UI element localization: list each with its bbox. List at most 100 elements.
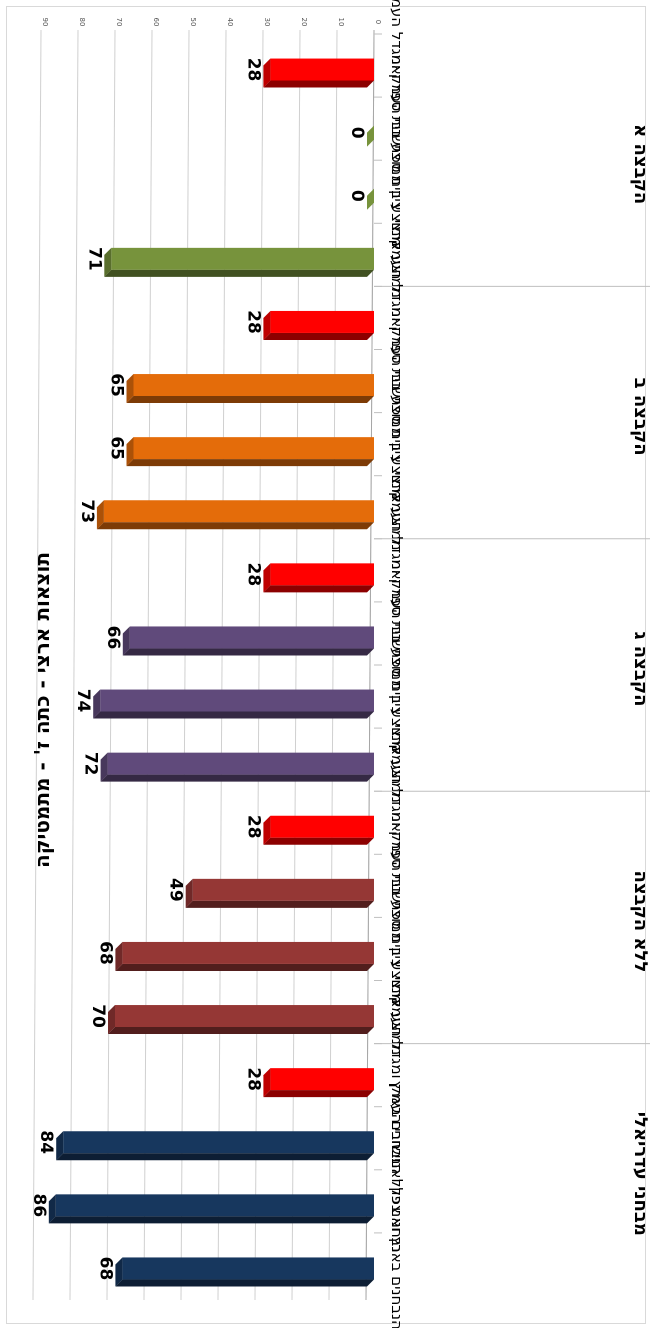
bar xyxy=(103,500,375,523)
group-label: מבחני עדריאלי xyxy=(630,1112,651,1236)
bar-side xyxy=(263,332,374,340)
x-tick-label: 70 xyxy=(115,18,123,27)
data-label: 28 xyxy=(243,58,263,82)
chart-title-text: תוצאות ארצי - כתה ז' - מתמטיקה xyxy=(30,551,54,868)
bar xyxy=(111,247,375,270)
data-label: 71 xyxy=(84,247,104,271)
data-label: 68 xyxy=(95,1257,115,1281)
bar-end xyxy=(263,1068,271,1098)
category-label: נבחני צפון ואנו xyxy=(388,1158,406,1252)
data-label: 28 xyxy=(243,1067,263,1091)
bar-side xyxy=(104,269,375,277)
chart-frame xyxy=(6,6,646,1324)
bar-side xyxy=(126,459,374,467)
bar-end xyxy=(93,689,101,719)
category-label: ציון ממוצע בית ספר ואנו xyxy=(388,559,406,715)
category-label: יישובי העמק ומגדל העמק xyxy=(388,744,406,909)
category-label: יישובי העמק ומגדל העמק xyxy=(388,239,406,404)
category-label: ממוצע ארצי xyxy=(388,725,406,803)
data-label: 28 xyxy=(243,563,263,587)
category-label: הנבחנים בארץ ואנו xyxy=(388,1207,406,1328)
category-label: ממוצע בית ספר xyxy=(388,397,406,499)
bar xyxy=(270,563,374,586)
data-label: 70 xyxy=(88,1004,108,1028)
bar-end xyxy=(263,58,271,88)
bar xyxy=(115,1005,374,1028)
group-label: ללא הקבצה xyxy=(630,870,651,972)
x-tick-label: 40 xyxy=(226,18,234,27)
data-label: 28 xyxy=(243,815,263,839)
bar-side xyxy=(263,1090,374,1098)
bar xyxy=(122,1257,375,1280)
category-label: ציון ממוצע בית ספר ואנו xyxy=(388,307,406,463)
bar-side xyxy=(56,1153,374,1161)
bar-end xyxy=(115,1257,123,1287)
bar-side xyxy=(115,963,375,971)
data-label: 84 xyxy=(36,1130,56,1154)
category-label: יישובי העמק ומגדל העמק xyxy=(388,997,406,1162)
bar-end xyxy=(126,437,134,467)
group-label: הקבצה ב xyxy=(630,378,651,456)
bar-side xyxy=(263,585,374,593)
bar xyxy=(270,815,374,838)
gridline xyxy=(32,29,42,1301)
category-label: יישובי העמק ומגדל העמק xyxy=(388,492,406,657)
x-tick-label: 20 xyxy=(300,18,308,27)
category-label: ממוצע בית ספר xyxy=(388,650,406,752)
bar xyxy=(63,1131,374,1154)
category-label: יישובי העמק ומגדל העמק xyxy=(388,0,406,152)
bar-end xyxy=(126,374,134,404)
data-label: 65 xyxy=(107,373,127,397)
bar-side xyxy=(115,1279,375,1287)
x-tick-label: 90 xyxy=(41,18,49,27)
bar xyxy=(192,878,374,901)
bar-side xyxy=(185,900,374,908)
x-tick-label: 10 xyxy=(337,18,345,27)
gridline xyxy=(69,29,79,1301)
category-label: ציון ממוצע בית ספר ואנו xyxy=(388,55,406,211)
bar-side xyxy=(108,1027,374,1035)
x-tick-label: 80 xyxy=(78,18,86,27)
bar-side xyxy=(263,837,374,845)
data-label: 73 xyxy=(77,499,97,523)
bar-end xyxy=(263,310,271,340)
bar-end xyxy=(100,752,108,782)
x-tick-label: 60 xyxy=(152,18,160,27)
bar-end xyxy=(108,1005,115,1035)
data-label: 72 xyxy=(81,752,101,776)
bar xyxy=(367,125,374,147)
bar xyxy=(270,310,374,333)
x-tick-label: 50 xyxy=(189,18,197,27)
category-label: ציון ממוצע בית ספר ואנו xyxy=(388,812,406,968)
bar-end xyxy=(48,1194,56,1224)
bar-side xyxy=(93,711,374,719)
category-label: ממוצע ארצי xyxy=(388,472,406,550)
bar-end xyxy=(263,815,271,845)
bar-side xyxy=(126,396,374,404)
plot-area xyxy=(33,30,374,1300)
bar xyxy=(55,1194,375,1217)
x-tick-label: 0 xyxy=(374,20,382,24)
data-label: 74 xyxy=(73,689,93,713)
category-label: ממוצע בית ספר xyxy=(388,145,406,247)
bar xyxy=(129,626,374,649)
data-label: 66 xyxy=(103,626,123,650)
group-label: הקבצה א xyxy=(630,124,651,204)
gridline xyxy=(180,29,190,1301)
gridline xyxy=(217,29,227,1301)
gridline xyxy=(106,29,116,1301)
data-label: 0 xyxy=(347,127,367,139)
data-label: 49 xyxy=(166,878,186,902)
bar xyxy=(133,374,374,397)
bar xyxy=(367,188,374,210)
group-label: הקבצה ג xyxy=(630,631,651,706)
category-label: ממוצע בית ספר xyxy=(388,902,406,1004)
bar-side xyxy=(100,774,374,782)
bar-side xyxy=(96,522,375,530)
category-label: כלל הנבחנים בארץ xyxy=(388,1081,406,1204)
bar-side xyxy=(48,1216,375,1224)
bar xyxy=(270,58,374,81)
bar-end xyxy=(263,563,271,593)
bar-end xyxy=(185,878,193,908)
